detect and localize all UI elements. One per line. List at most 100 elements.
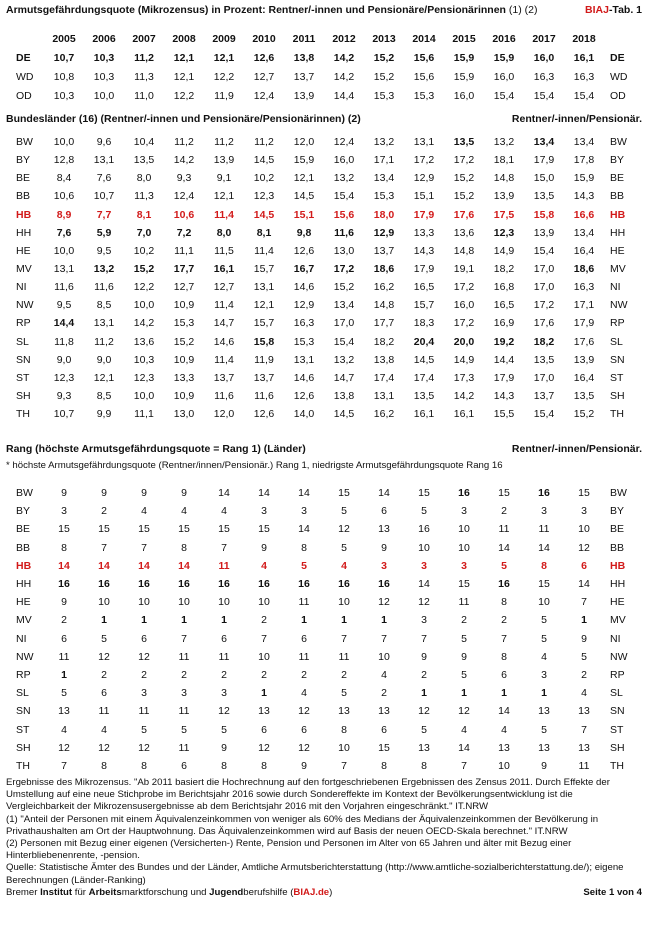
- table-cell: 15,3: [413, 89, 435, 102]
- table-cell: 16,4: [573, 244, 595, 257]
- table-cell: 4: [301, 687, 307, 700]
- table-cell: 14,6: [213, 335, 235, 348]
- table-cell: 15,9: [453, 51, 475, 64]
- table-cell: 12,9: [413, 172, 435, 185]
- national-table: 2005 2006 2007 2008 2009 2010 2011 2012 2013 2014…: [6, 30, 640, 105]
- table-cell: 15,4: [333, 190, 355, 203]
- table-cell: 4: [381, 668, 387, 681]
- table-cell: 12: [298, 741, 310, 754]
- table-cell: 16: [338, 578, 350, 591]
- table-cell: 2: [501, 614, 507, 627]
- table-cell: 10: [418, 541, 430, 554]
- table-cell: 2: [501, 505, 507, 518]
- table-cell: 14: [98, 559, 110, 572]
- rank-section: Rang (höchste Armutsgefährdungsquote = R…: [6, 438, 644, 774]
- table-cell: 5: [341, 541, 347, 554]
- table-cell: 5: [461, 668, 467, 681]
- table-cell: 13,5: [413, 390, 435, 403]
- table-cell: 10,0: [133, 390, 155, 403]
- table-cell: 10,0: [133, 299, 155, 312]
- table-cell: 14,8: [493, 172, 515, 185]
- table-cell: 16: [418, 523, 430, 536]
- table-cell: 8: [381, 759, 387, 772]
- table-cell: 10,3: [93, 70, 115, 83]
- row-label-right: ST: [610, 723, 624, 736]
- table-cell: 4: [501, 723, 507, 736]
- table-cell: 4: [261, 559, 267, 572]
- table-cell: 14: [458, 741, 470, 754]
- row-label: RP: [16, 668, 31, 681]
- table-cell: 13,4: [573, 226, 595, 239]
- table-cell: 10: [378, 650, 390, 663]
- table-cell: 15,8: [253, 335, 275, 348]
- table-row: ST 12,3 12,1 12,3 13,3 13,7 13,7 14,6 14,7 17,4 17…: [6, 369, 640, 387]
- table-cell: 10: [498, 759, 510, 772]
- table-cell: 11: [298, 596, 310, 609]
- table-cell: 17,2: [413, 154, 435, 167]
- table-cell: 16,2: [373, 408, 395, 421]
- table-cell: 10: [138, 596, 150, 609]
- table-row: OD 10,3 10,0 11,0 12,2 11,9 12,4 13,9 14,4 15,3 15…: [6, 86, 640, 105]
- table-row: NW 11 12 12 11 11 10 11 11 10 9 9 8 4 5 NW: [6, 648, 640, 666]
- table-cell: 17,4: [373, 371, 395, 384]
- row-label: NI: [16, 632, 27, 645]
- table-cell: 7: [381, 632, 387, 645]
- table-cell: 8: [501, 650, 507, 663]
- rank-heading-right: Rentner/-innen/Pensionär.: [511, 443, 642, 455]
- table-cell: 10,7: [53, 51, 75, 64]
- table-cell: 16,6: [573, 208, 595, 221]
- table-cell: 8,5: [96, 299, 112, 312]
- table-cell: 15,4: [493, 89, 515, 102]
- table-cell: 11,4: [254, 244, 274, 257]
- table-cell: 7,6: [56, 226, 72, 239]
- table-cell: 10: [258, 650, 270, 663]
- table-cell: 8: [181, 541, 187, 554]
- row-label-right: SH: [610, 390, 625, 403]
- table-cell: 15,2: [453, 190, 475, 203]
- table-cell: 6: [261, 723, 267, 736]
- table-cell: 13,5: [453, 136, 475, 149]
- table-cell: 12: [98, 650, 110, 663]
- table-cell: 2: [141, 668, 147, 681]
- table-row: BE 15 15 15 15 15 15 14 12 13 16 10 11 11 10 BE: [6, 520, 640, 538]
- table-cell: 4: [541, 650, 547, 663]
- table-row: NW 9,5 8,5 10,0 10,9 11,4 12,1 12,9 13,4 14,8 15,7…: [6, 296, 640, 314]
- row-label-right: BY: [610, 505, 625, 518]
- table-cell: 13,3: [173, 371, 195, 384]
- table-cell: 4: [581, 687, 587, 700]
- table-cell: 7,2: [176, 226, 192, 239]
- table-cell: 12,4: [173, 190, 195, 203]
- table-cell: 3: [141, 687, 147, 700]
- year-header: 2015: [452, 33, 476, 45]
- table-cell: 3: [61, 505, 67, 518]
- table-cell: 16,3: [573, 281, 595, 294]
- row-label-right: SH: [610, 741, 625, 754]
- table-cell: 16,1: [573, 51, 595, 64]
- row-label: DE: [16, 51, 31, 64]
- table-cell: 15,3: [373, 190, 395, 203]
- table-cell: 15,2: [373, 51, 395, 64]
- table-cell: 10: [538, 596, 550, 609]
- table-cell: 10,9: [173, 390, 195, 403]
- table-cell: 15,7: [253, 317, 275, 330]
- row-label-right: SL: [610, 335, 623, 348]
- table-cell: 9: [261, 541, 267, 554]
- table-cell: 8: [421, 759, 427, 772]
- table-row: HB 14 14 14 14 11 4 5 4 3 3 3 5 8 6 HB: [6, 557, 640, 575]
- table-cell: 13,1: [53, 263, 75, 276]
- table-cell: 13,7: [533, 390, 555, 403]
- table-cell: 6: [381, 723, 387, 736]
- table-cell: 15: [338, 487, 350, 500]
- table-tag: BIAJ-Tab. 1: [585, 4, 642, 16]
- table-row: BY 3 2 4 4 4 3 3 5 6 5 3 2 3 3 BY: [6, 502, 640, 520]
- row-label-right: NI: [610, 632, 621, 645]
- table-cell: 6: [301, 632, 307, 645]
- row-label-right: OD: [610, 89, 626, 102]
- table-cell: 13,9: [533, 226, 555, 239]
- table-cell: 1: [301, 614, 307, 627]
- table-cell: 11,9: [254, 353, 274, 366]
- table-cell: 11,2: [94, 335, 114, 348]
- table-cell: 17,4: [413, 371, 435, 384]
- table-cell: 7: [261, 632, 267, 645]
- row-label: HE: [16, 244, 31, 257]
